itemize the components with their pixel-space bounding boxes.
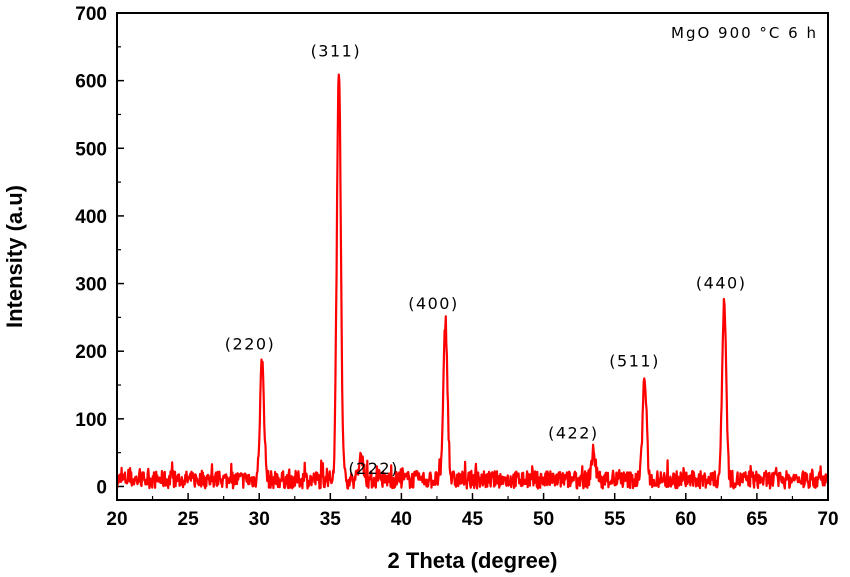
- peak-label: (220): [225, 334, 276, 353]
- x-tick-label: 45: [462, 509, 484, 530]
- x-tick-label: 50: [533, 509, 554, 530]
- y-tick-label: 200: [75, 342, 107, 363]
- x-tick-label: 70: [817, 509, 838, 530]
- y-tick-label: 400: [75, 207, 107, 228]
- peak-label: (511): [609, 351, 660, 370]
- y-tick-label: 700: [75, 4, 107, 25]
- x-tick-label: 35: [320, 509, 342, 530]
- x-tick-label: 55: [604, 509, 626, 530]
- x-axis-title: 2 Theta (degree): [388, 548, 558, 573]
- x-tick-label: 25: [178, 509, 200, 530]
- peak-annotations: (220) (311) (222) (400) (422) (511) (440): [225, 41, 747, 478]
- y-tick-label: 0: [96, 477, 107, 498]
- y-tick-label: 600: [75, 72, 107, 93]
- plot-frame: [116, 12, 829, 501]
- x-tick-label: 40: [391, 509, 412, 530]
- y-axis-title: Intensity (a.u): [2, 185, 27, 328]
- peak-label: (440): [696, 273, 747, 292]
- axis-ticks: 20 25 30 35 40 45 50 55 60 65 70010020030040050060…: [75, 4, 838, 530]
- peak-label: (400): [408, 294, 459, 313]
- peak-label: (222): [348, 459, 399, 478]
- y-tick-label: 300: [75, 275, 107, 296]
- legend-label: MgO 900 °C 6 h: [671, 24, 818, 42]
- xrd-series-line: [115, 73, 829, 490]
- peak-label: (422): [548, 424, 599, 443]
- x-tick-label: 20: [106, 509, 127, 530]
- y-tick-label: 500: [75, 139, 107, 160]
- x-tick-label: 65: [746, 509, 768, 530]
- x-tick-label: 60: [675, 509, 696, 530]
- x-tick-label: 30: [249, 509, 270, 530]
- y-tick-label: 100: [75, 410, 107, 431]
- peak-label: (311): [311, 41, 362, 60]
